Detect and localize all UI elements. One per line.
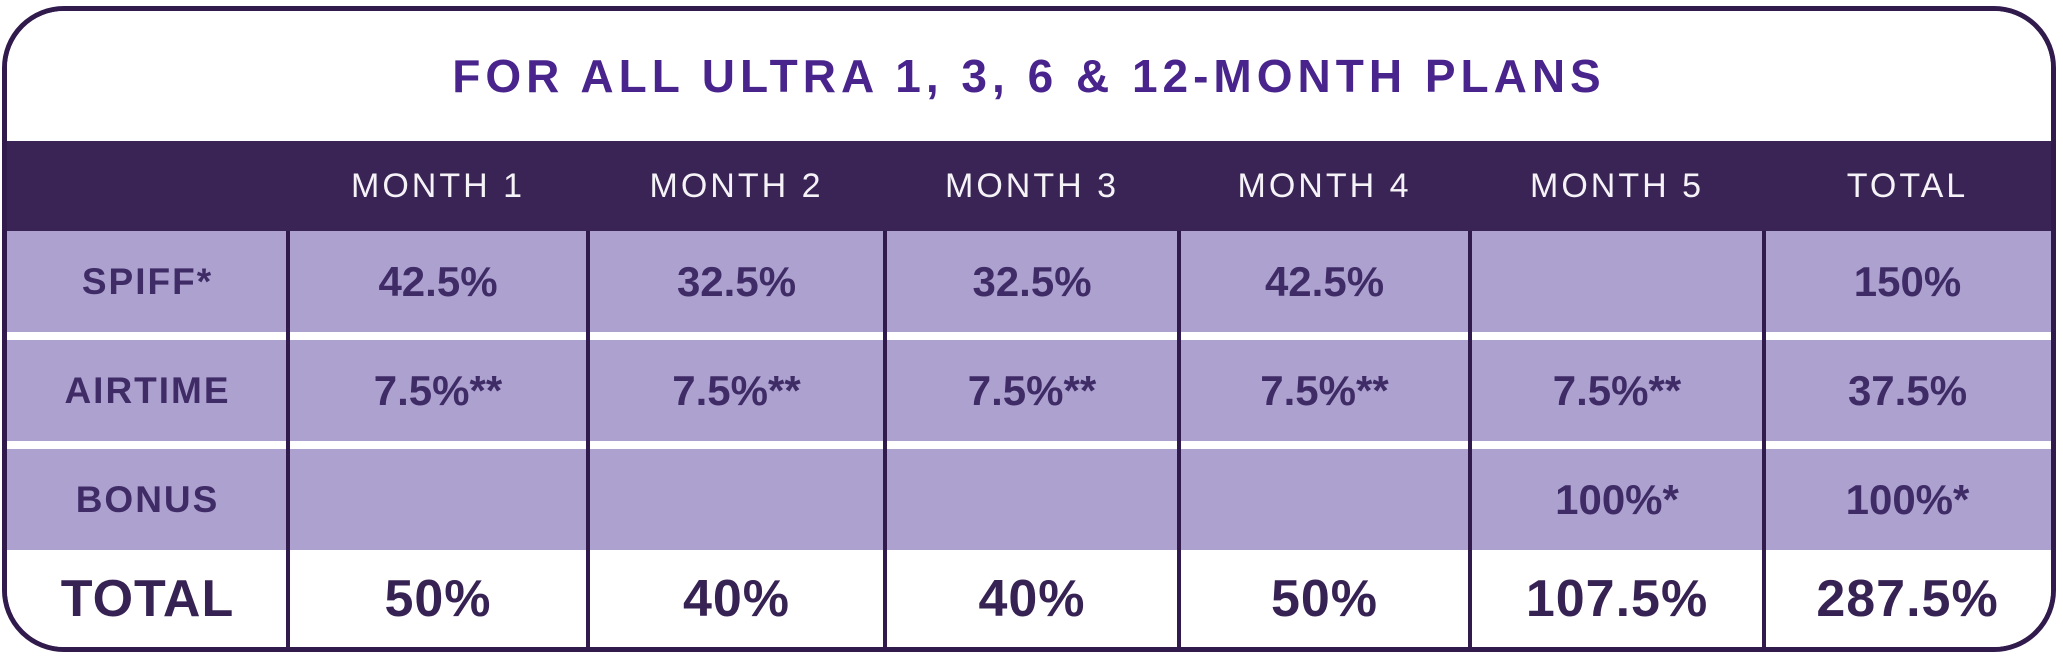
header-row: MONTH 1 MONTH 2 MONTH 3 MONTH 4 MONTH 5 … bbox=[7, 141, 2051, 231]
row-label-bonus: BONUS bbox=[75, 478, 220, 520]
cell-airtime-total: 37.5% bbox=[1847, 366, 1968, 414]
cell-total-month-3: 40% bbox=[978, 569, 1086, 628]
table-row-spiff: SPIFF* 42.5% 32.5% 32.5% 42.5% 150% bbox=[7, 231, 2051, 332]
cell-total-month-5: 107.5% bbox=[1525, 569, 1709, 628]
column-separator bbox=[1468, 231, 1472, 647]
cell-total-total: 287.5% bbox=[1816, 569, 1999, 628]
title-band: FOR ALL ULTRA 1, 3, 6 & 12-MONTH PLANS bbox=[7, 11, 2051, 141]
row-gap bbox=[7, 441, 2051, 449]
cell-total-month-2: 40% bbox=[682, 569, 791, 628]
column-header-month-5: MONTH 5 bbox=[1530, 166, 1704, 205]
table-row-total: TOTAL 50% 40% 40% 50% 107.5% 287.5% bbox=[7, 550, 2051, 647]
cell-spiff-month-1: 42.5% bbox=[378, 257, 498, 305]
cell-bonus-month-5: 100%* bbox=[1555, 475, 1679, 523]
cell-spiff-month-4: 42.5% bbox=[1264, 257, 1385, 305]
column-header-month-4: MONTH 4 bbox=[1237, 166, 1412, 205]
row-label-spiff: SPIFF* bbox=[81, 260, 214, 302]
cell-total-month-1: 50% bbox=[384, 569, 492, 628]
row-label-total: TOTAL bbox=[60, 569, 235, 628]
row-gap bbox=[7, 332, 2051, 340]
column-header-month-1: MONTH 1 bbox=[351, 166, 525, 205]
column-separator bbox=[286, 231, 290, 647]
column-separator bbox=[586, 231, 590, 647]
column-header-month-3: MONTH 3 bbox=[945, 166, 1119, 205]
compensation-table-card: FOR ALL ULTRA 1, 3, 6 & 12-MONTH PLANS M… bbox=[2, 6, 2056, 652]
table-title: FOR ALL ULTRA 1, 3, 6 & 12-MONTH PLANS bbox=[452, 50, 1606, 102]
table-body: SPIFF* 42.5% 32.5% 32.5% 42.5% 150% AIRT… bbox=[7, 231, 2051, 647]
cell-spiff-month-3: 32.5% bbox=[972, 257, 1092, 305]
cell-airtime-month-2: 7.5%** bbox=[672, 366, 801, 414]
column-separator bbox=[1177, 231, 1181, 647]
cell-airtime-month-3: 7.5%** bbox=[967, 366, 1097, 414]
column-header-total: TOTAL bbox=[1846, 166, 1969, 205]
cell-spiff-total: 150% bbox=[1853, 257, 1962, 305]
cell-airtime-month-4: 7.5%** bbox=[1260, 366, 1389, 414]
column-header-month-2: MONTH 2 bbox=[649, 166, 824, 205]
column-separator bbox=[883, 231, 887, 647]
cell-spiff-month-2: 32.5% bbox=[676, 257, 797, 305]
cell-total-month-4: 50% bbox=[1270, 569, 1379, 628]
column-separator bbox=[1762, 231, 1766, 647]
cell-airtime-month-1: 7.5%** bbox=[373, 366, 503, 414]
table-row-bonus: BONUS 100%* 100%* bbox=[7, 449, 2051, 550]
row-label-airtime: AIRTIME bbox=[64, 369, 231, 411]
table-row-airtime: AIRTIME 7.5%** 7.5%** 7.5%** 7.5%** 7.5%… bbox=[7, 340, 2051, 441]
cell-airtime-month-5: 7.5%** bbox=[1552, 366, 1682, 414]
cell-bonus-total: 100%* bbox=[1845, 475, 1970, 523]
